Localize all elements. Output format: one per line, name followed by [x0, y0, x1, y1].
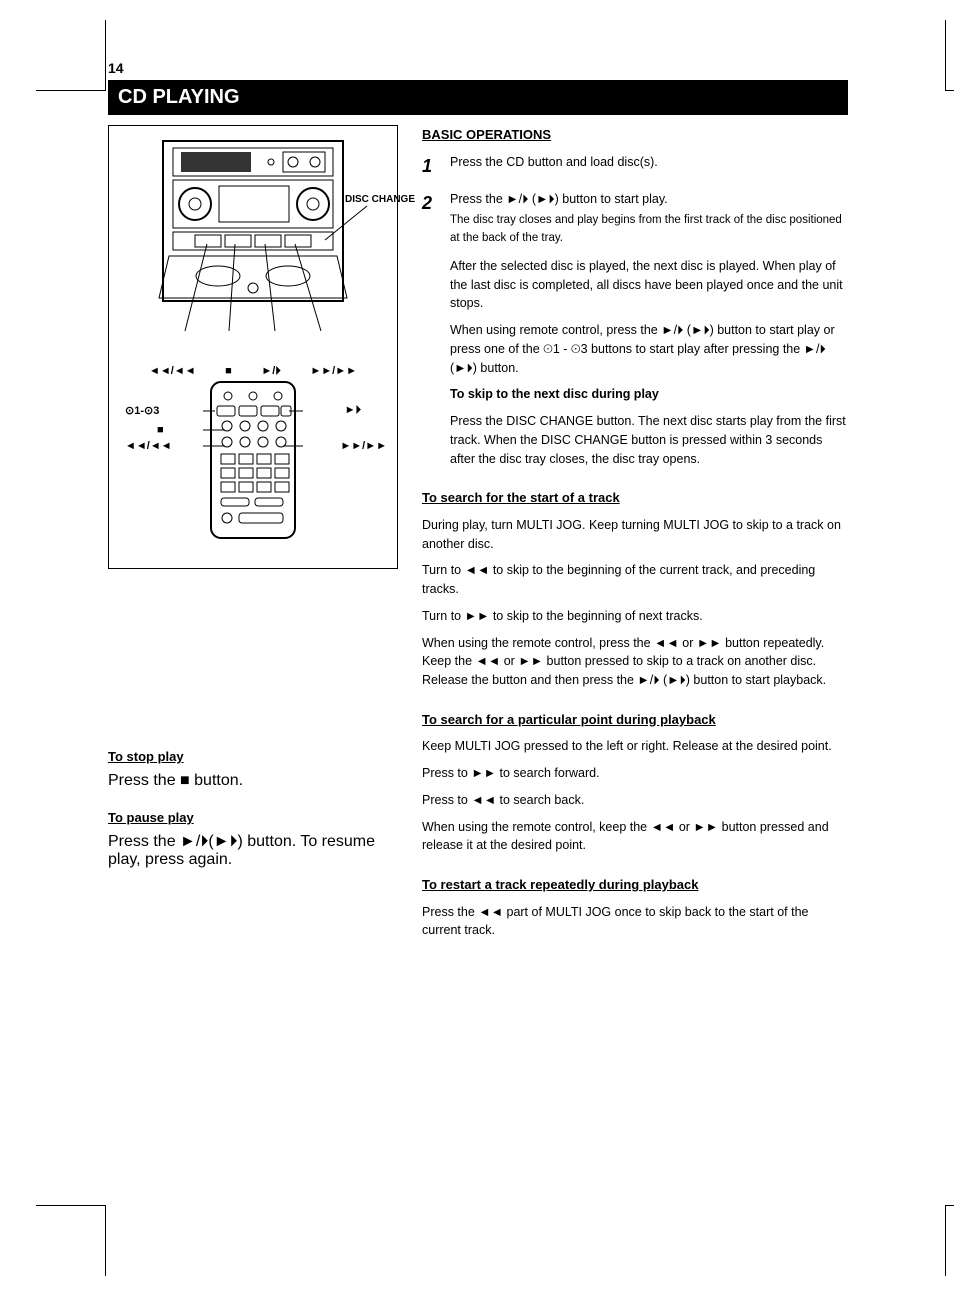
text-pause: Press the ►/⏵(►⏵) button. To resume play… — [108, 833, 398, 869]
search-track-dir1: Turn to ◄◄ to skip to the beginning of t… — [422, 561, 848, 599]
restart-body: Press the ◄◄ part of MULTI JOG once to s… — [422, 903, 848, 941]
step-num-2: 2 — [422, 190, 442, 247]
heading-basic: BASIC OPERATIONS — [422, 125, 848, 145]
heading-search-point: To search for a particular point during … — [422, 710, 848, 730]
search-point-remote: When using the remote control, keep the … — [422, 818, 848, 856]
remote-label-play: ►⏵ — [345, 404, 361, 417]
left-column: DISC CHANGE ◄◄/◄◄ ■ ►/⏵ ►►/►► — [108, 125, 398, 948]
skip-heading: To skip to the next disc during play — [450, 385, 848, 404]
page-title: CD PLAYING — [108, 80, 848, 115]
stereo-svg — [119, 136, 387, 336]
step-2: 2 Press the ►/⏵ (►⏵) button to start pla… — [422, 190, 848, 247]
crop-mark-bl — [105, 1206, 127, 1276]
basic-remote-note: When using remote control, press the ►/⏵… — [450, 321, 848, 377]
stereo-illustration: DISC CHANGE — [119, 136, 387, 371]
step-1-text: Press the CD button and load disc(s). — [450, 153, 848, 180]
remote-label-disc13: ⊙1-⊙3 — [125, 404, 159, 417]
skip-body: Press the DISC CHANGE button. The next d… — [450, 412, 848, 468]
remote-illustration: ⊙1-⊙3 ■ ◄◄/◄◄ ►⏵ ►►/►► — [119, 378, 387, 558]
heading-pause: To pause play — [108, 810, 398, 825]
search-track-body: During play, turn MULTI JOG. Keep turnin… — [422, 516, 848, 554]
crop-mark-br — [924, 1206, 946, 1276]
basic-after: After the selected disc is played, the n… — [450, 257, 848, 313]
remote-label-stop: ■ — [157, 424, 164, 436]
step-2-b: The disc tray closes and play begins fro… — [450, 212, 848, 247]
page-number: 14 — [108, 60, 848, 76]
search-point-body: Keep MULTI JOG pressed to the left or ri… — [422, 737, 848, 756]
search-track-dir2: Turn to ►► to skip to the beginning of n… — [422, 607, 848, 626]
remote-label-next: ►►/►► — [340, 440, 387, 452]
heading-search-track: To search for the start of a track — [422, 488, 848, 508]
heading-to-stop: To stop play — [108, 749, 398, 764]
step-num-1: 1 — [422, 153, 442, 180]
device-diagram: DISC CHANGE ◄◄/◄◄ ■ ►/⏵ ►►/►► — [108, 125, 398, 569]
remote-svg — [203, 378, 303, 543]
crop-mark-tr — [924, 20, 946, 90]
page-content: 14 CD PLAYING — [108, 60, 848, 948]
right-column: BASIC OPERATIONS 1 Press the CD button a… — [422, 125, 848, 948]
callout-disc-change: DISC CHANGE — [345, 194, 415, 205]
search-track-remote: When using the remote control, press the… — [422, 634, 848, 690]
search-point-dir1: Press to ►► to search forward. — [422, 764, 848, 783]
heading-restart: To restart a track repeatedly during pla… — [422, 875, 848, 895]
text-to-stop: Press the ■ button. — [108, 772, 398, 790]
remote-label-prev: ◄◄/◄◄ — [125, 440, 172, 452]
step-1: 1 Press the CD button and load disc(s). — [422, 153, 848, 180]
step-2-a: Press the ►/⏵ (►⏵) button to start play. — [450, 190, 848, 209]
search-point-dir2: Press to ◄◄ to search back. — [422, 791, 848, 810]
